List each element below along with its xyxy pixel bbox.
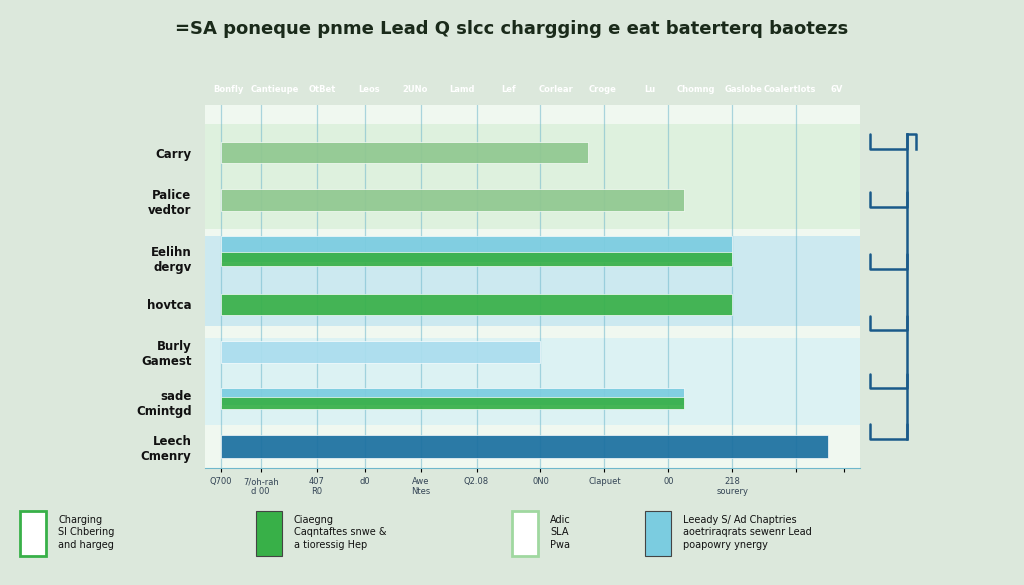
Bar — [20, 511, 46, 556]
Bar — [221, 252, 732, 266]
Bar — [645, 511, 671, 556]
Text: Leeady S/ Ad Chaptries
aoetriraqrats sewenr Lead
poapowry ynergy: Leeady S/ Ad Chaptries aoetriraqrats sew… — [683, 515, 812, 550]
Text: Charging
Sl Chbering
and hargeg: Charging Sl Chbering and hargeg — [58, 515, 115, 550]
Bar — [221, 294, 732, 315]
Bar — [205, 124, 860, 229]
Bar — [221, 236, 732, 262]
Bar — [512, 511, 538, 556]
Text: Ciaegng
Caqntaftes snwe &
a tioressig Hep: Ciaegng Caqntaftes snwe & a tioressig He… — [294, 515, 386, 550]
Text: Bonfly: Bonfly — [213, 85, 244, 94]
Text: 2UNo: 2UNo — [402, 85, 428, 94]
Text: Chomng: Chomng — [677, 85, 716, 94]
Text: OtBet: OtBet — [308, 85, 336, 94]
Text: =SA poneque pnme Lead Q slcc chargging e eat baterterq baotezs: =SA poneque pnme Lead Q slcc chargging e… — [175, 20, 849, 39]
Bar — [221, 190, 684, 211]
Text: Lu: Lu — [644, 85, 655, 94]
Text: Croge: Croge — [589, 85, 616, 94]
Text: Cantieupe: Cantieupe — [251, 85, 299, 94]
Bar — [205, 236, 860, 326]
Bar — [221, 388, 684, 405]
Text: Leos: Leos — [357, 85, 380, 94]
Text: Gaslobe: Gaslobe — [724, 85, 762, 94]
Text: Coalertlots: Coalertlots — [764, 85, 816, 94]
Bar — [221, 142, 589, 163]
Bar — [256, 511, 282, 556]
Bar — [221, 435, 828, 458]
Text: 6V: 6V — [830, 85, 843, 94]
Text: Lamd: Lamd — [450, 85, 475, 94]
Bar — [221, 397, 684, 410]
Bar — [205, 338, 860, 425]
Text: Adic
SLA
Pwa: Adic SLA Pwa — [550, 515, 570, 550]
Text: Lef: Lef — [502, 85, 516, 94]
Bar — [221, 341, 541, 363]
Text: Corlear: Corlear — [539, 85, 573, 94]
